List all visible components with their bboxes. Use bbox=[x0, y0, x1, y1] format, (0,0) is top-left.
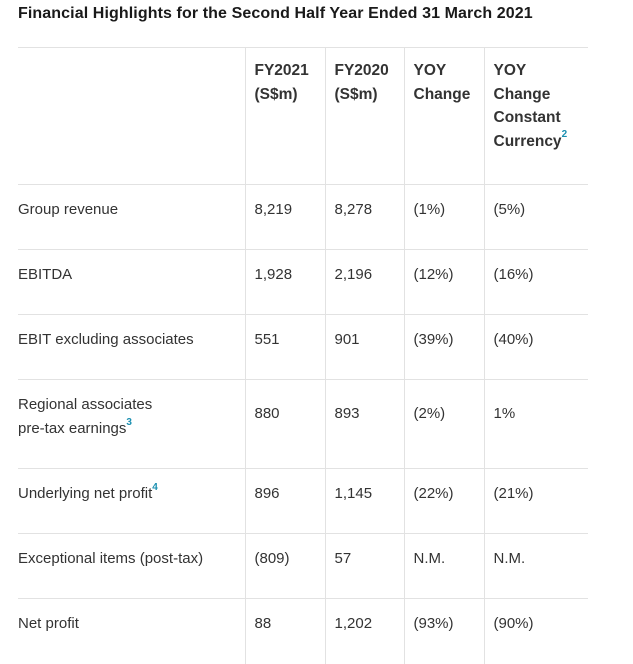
header-yoy-change: YOY Change bbox=[403, 47, 484, 185]
header-fy2021: FY2021 (S$m) bbox=[244, 47, 325, 185]
header-fy2020: FY2020 (S$m) bbox=[324, 47, 404, 185]
page-title: Financial Highlights for the Second Half… bbox=[18, 5, 533, 22]
cell-yoy: (22%) bbox=[403, 468, 484, 534]
footnote-marker: 4 bbox=[152, 482, 158, 493]
header-yoy-cc-line1: YOY bbox=[493, 62, 527, 79]
cell-fy2021: 8,219 bbox=[244, 184, 325, 250]
cell-fy2020: 1,202 bbox=[324, 598, 404, 664]
cell-fy2020: 893 bbox=[324, 379, 404, 469]
header-yoy-cc-line4-text: Currency bbox=[493, 132, 562, 150]
row-label: Net profit bbox=[18, 598, 245, 664]
cell-yoy-cc: (90%) bbox=[483, 598, 588, 664]
table-row: Net profit 88 1,202 (93%) (90%) bbox=[18, 598, 588, 664]
header-yoy-line1: YOY bbox=[413, 62, 447, 79]
cell-fy2021: (809) bbox=[244, 533, 325, 599]
cell-fy2020: 2,196 bbox=[324, 249, 404, 315]
cell-yoy: N.M. bbox=[403, 533, 484, 599]
footnote-marker: 3 bbox=[126, 416, 132, 428]
header-fy2020-line2: (S$m) bbox=[334, 85, 378, 103]
cell-yoy-cc: N.M. bbox=[483, 533, 588, 599]
header-yoy-line2: Change bbox=[413, 85, 471, 103]
cell-fy2020: 1,145 bbox=[324, 468, 404, 534]
table-row: Exceptional items (post-tax) (809) 57 N.… bbox=[18, 533, 588, 599]
cell-yoy-cc: 1% bbox=[483, 379, 588, 469]
cell-yoy: (2%) bbox=[403, 379, 484, 469]
row-label-text: Underlying net profit bbox=[18, 485, 153, 502]
header-yoy-cc-line2: Change bbox=[493, 85, 551, 103]
row-label-line2-text: pre-tax earnings bbox=[18, 419, 127, 437]
table-row: EBIT excluding associates 551 901 (39%) … bbox=[18, 314, 588, 380]
row-label-line1: Regional associates bbox=[18, 396, 153, 413]
cell-yoy-cc: (40%) bbox=[483, 314, 588, 380]
cell-yoy: (39%) bbox=[403, 314, 484, 380]
table-header-row: FY2021 (S$m) FY2020 (S$m) YOY Change YOY… bbox=[18, 47, 589, 185]
footnote-marker: 2 bbox=[561, 129, 568, 141]
table-row: Underlying net profit4 896 1,145 (22%) (… bbox=[18, 468, 588, 534]
table-row: Regional associates pre-tax earnings3 88… bbox=[18, 379, 588, 469]
cell-fy2021: 88 bbox=[244, 598, 325, 664]
cell-yoy-cc: (5%) bbox=[483, 184, 588, 250]
header-fy2021-line1: FY2021 bbox=[254, 62, 309, 79]
row-label: EBITDA bbox=[18, 249, 245, 315]
cell-fy2020: 8,278 bbox=[324, 184, 404, 250]
row-label: Regional associates pre-tax earnings3 bbox=[18, 379, 245, 469]
cell-fy2021: 1,928 bbox=[244, 249, 325, 315]
cell-yoy-cc: (16%) bbox=[483, 249, 588, 315]
header-empty-cell bbox=[18, 47, 245, 185]
cell-fy2020: 57 bbox=[324, 533, 404, 599]
row-label-line2: pre-tax earnings3 bbox=[18, 417, 245, 441]
financial-highlights-table: FY2021 (S$m) FY2020 (S$m) YOY Change YOY… bbox=[18, 47, 588, 664]
cell-fy2021: 551 bbox=[244, 314, 325, 380]
cell-yoy-cc: (21%) bbox=[483, 468, 588, 534]
row-label: EBIT excluding associates bbox=[18, 314, 245, 380]
row-label: Exceptional items (post-tax) bbox=[18, 533, 245, 599]
table-row: EBITDA 1,928 2,196 (12%) (16%) bbox=[18, 249, 588, 315]
cell-yoy: (1%) bbox=[403, 184, 484, 250]
cell-fy2021: 880 bbox=[244, 379, 325, 469]
cell-yoy: (12%) bbox=[403, 249, 484, 315]
header-fy2021-line2: (S$m) bbox=[254, 85, 298, 103]
cell-fy2020: 901 bbox=[324, 314, 404, 380]
header-yoy-cc-line3: Constant bbox=[493, 109, 561, 126]
table-row: Group revenue 8,219 8,278 (1%) (5%) bbox=[18, 184, 588, 250]
row-label: Underlying net profit4 bbox=[18, 468, 245, 534]
cell-fy2021: 896 bbox=[244, 468, 325, 534]
header-yoy-cc-line4: Currency2 bbox=[494, 130, 589, 154]
cell-yoy: (93%) bbox=[403, 598, 484, 664]
row-label: Group revenue bbox=[18, 184, 245, 250]
header-fy2020-line1: FY2020 bbox=[334, 62, 389, 79]
header-yoy-constant-currency: YOY Change Constant Currency2 bbox=[483, 47, 589, 185]
